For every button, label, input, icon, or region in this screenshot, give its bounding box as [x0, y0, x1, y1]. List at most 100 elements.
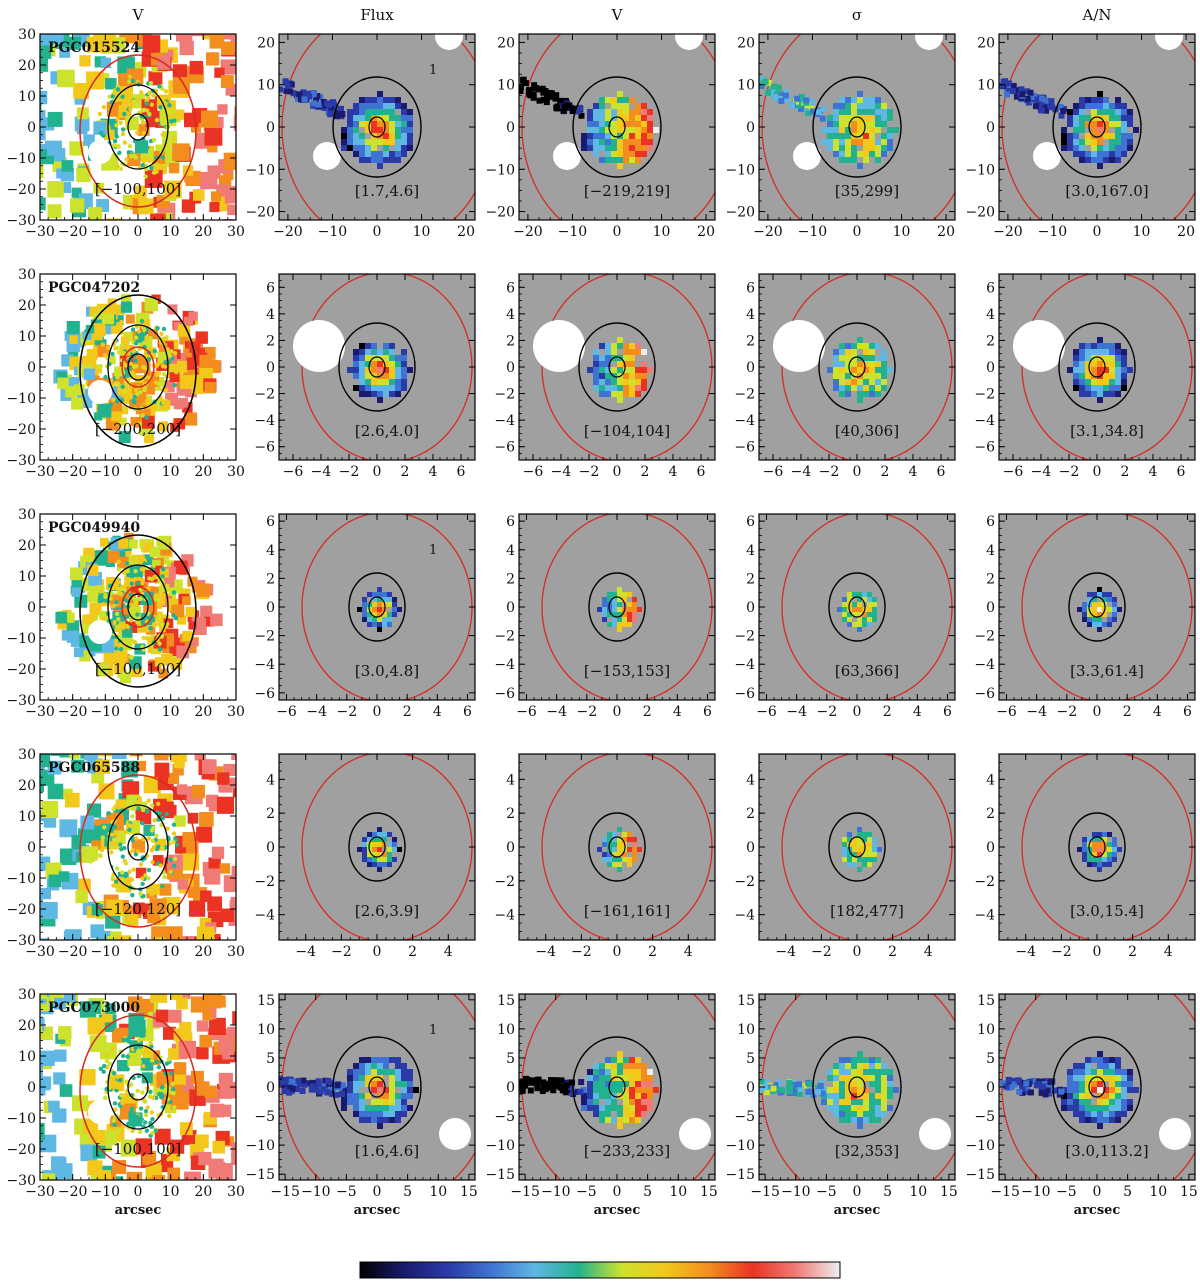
spaxel [842, 597, 847, 602]
color-range-label: [1.7,4.6] [355, 182, 419, 200]
velocity-bin [176, 387, 186, 396]
spaxel [387, 842, 392, 847]
spaxel [1112, 842, 1117, 847]
spaxel [833, 385, 839, 391]
spaxel [1103, 385, 1109, 391]
velocity-bin [187, 812, 199, 824]
x-tick-label: −20 [273, 224, 303, 240]
velocity-bin [0, 757, 11, 770]
velocity-bin [46, 143, 60, 156]
velocity-bin [89, 602, 102, 616]
velocity-bin [233, 114, 236, 132]
spaxel [1103, 115, 1109, 121]
spaxel [395, 391, 401, 397]
spaxel [1073, 133, 1079, 139]
spaxel [1121, 385, 1127, 391]
spaxel [833, 115, 839, 121]
velocity-bin [40, 110, 46, 123]
velocity-spaxel [163, 89, 169, 94]
velocity-bin [172, 251, 184, 263]
spaxel [637, 607, 642, 612]
spaxel [611, 97, 617, 103]
spaxel [629, 385, 635, 391]
spaxel [587, 109, 593, 115]
spaxel [1115, 385, 1121, 391]
effective-radius-contour [79, 774, 197, 928]
spaxel [341, 139, 347, 145]
spaxel [362, 617, 367, 622]
velocity-bin [249, 758, 266, 775]
y-tick-label: −4 [494, 908, 515, 924]
spaxel [1097, 627, 1102, 632]
velocity-bin [204, 381, 216, 394]
velocity-bin [128, 539, 138, 549]
velocity-bin [245, 794, 263, 812]
spaxel [617, 857, 622, 862]
spaxel [612, 607, 617, 612]
spaxel [599, 139, 605, 145]
spaxel [383, 121, 389, 127]
spaxel [599, 391, 605, 397]
x-tick-label: 30 [227, 704, 245, 720]
spaxel [1121, 115, 1127, 121]
x-tick-label: 30 [227, 944, 245, 960]
spaxel [1097, 397, 1103, 403]
spaxel [833, 139, 839, 145]
y-tick-label: 6 [506, 280, 515, 296]
velocity-spaxel [147, 90, 152, 96]
spaxel [1073, 121, 1079, 127]
spaxel [599, 385, 605, 391]
spaxel [387, 857, 392, 862]
spaxel [1097, 91, 1103, 97]
spaxel [372, 847, 377, 852]
column-title-1: Flux [360, 6, 394, 24]
spaxel [1024, 95, 1031, 102]
spaxel [612, 837, 617, 842]
spaxel [602, 607, 607, 612]
x-tick-label: −10 [558, 224, 588, 240]
spaxel [857, 602, 862, 607]
spaxel [617, 397, 623, 403]
spaxel [810, 108, 817, 115]
velocity-spaxel [146, 798, 151, 803]
spaxel [536, 86, 543, 93]
spaxel [392, 607, 397, 612]
spaxel [1115, 349, 1121, 355]
y-tick-label: 20 [257, 35, 275, 51]
velocity-bin [176, 352, 187, 363]
spaxel [839, 97, 845, 103]
velocity-bin [40, 90, 48, 105]
spaxel [1079, 349, 1085, 355]
spaxel [869, 109, 875, 115]
spaxel [1097, 121, 1103, 127]
spaxel [377, 627, 382, 632]
velocity-spaxel [150, 860, 155, 865]
x-tick-label: −2 [811, 944, 832, 960]
velocity-bin [120, 1139, 138, 1157]
spaxel [617, 145, 623, 151]
spaxel [560, 107, 567, 114]
velocity-bin [217, 104, 228, 115]
velocity-spaxel [128, 126, 133, 131]
spaxel [359, 103, 365, 109]
spaxel [353, 361, 359, 367]
spaxel [362, 602, 367, 607]
spaxel [389, 115, 395, 121]
velocity-spaxel [159, 117, 165, 123]
velocity-bin [106, 899, 123, 916]
spaxel [383, 139, 389, 145]
spaxel [353, 133, 359, 139]
y-tick-label: 10 [257, 78, 275, 94]
spaxel [845, 391, 851, 397]
velocity-bin [245, 783, 263, 801]
spaxel [867, 862, 872, 867]
velocity-bin [184, 641, 197, 654]
spaxel [1091, 145, 1097, 151]
spaxel [377, 847, 382, 852]
spaxel [1079, 127, 1085, 133]
spaxel [833, 103, 839, 109]
velocity-bin [94, 0, 110, 2]
velocity-bin [192, 34, 211, 37]
spaxel [365, 127, 371, 133]
velocity-bin [0, 801, 3, 815]
